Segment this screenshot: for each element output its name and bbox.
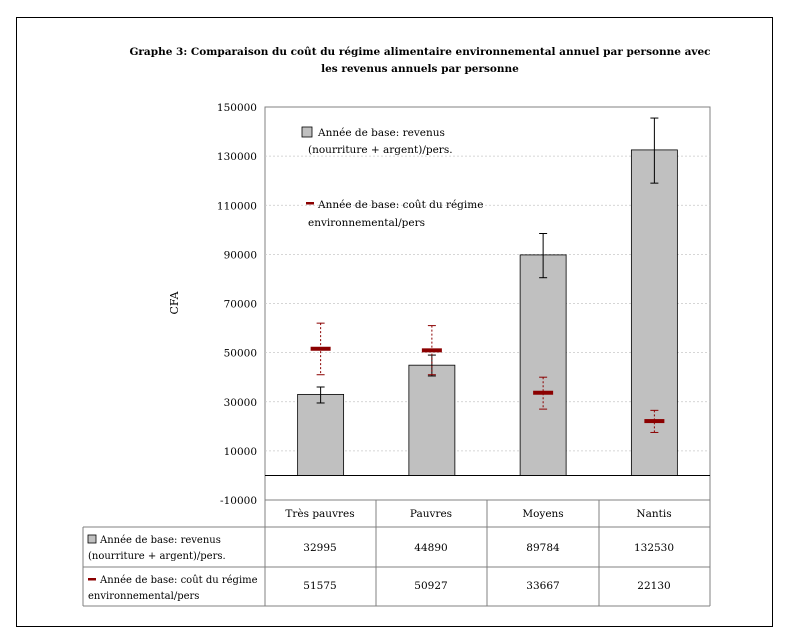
table-cell-cost: 22130 [637, 580, 670, 592]
y-tick-labels: -10000 10000 30000 50000 70000 90000 110000 130… [217, 102, 257, 507]
table-cell-income: 89784 [526, 542, 560, 554]
category-label: Pauvres [410, 508, 452, 520]
cost-marker [421, 348, 442, 353]
y-tick-label: -10000 [220, 495, 257, 507]
bar [297, 393, 345, 476]
y-tick-label: 110000 [217, 200, 257, 212]
data-table: Très pauvres Pauvres Moyens Nantis Année… [82, 500, 711, 607]
legend: Année de base: revenus (nourriture + arg… [301, 126, 483, 229]
table-cell-cost: 51575 [303, 580, 336, 592]
y-tick-label: 90000 [224, 249, 257, 261]
table-series-label-cost-line1: Année de base: coût du régime [99, 575, 258, 586]
table-cell-income: 32995 [303, 542, 336, 554]
legend-label-income-line1: Année de base: revenus [317, 127, 445, 139]
y-axis-label: CFA [168, 290, 181, 314]
legend-label-cost-line1: Année de base: coût du régime [317, 199, 483, 211]
category-label: Nantis [636, 508, 671, 520]
category-label: Très pauvres [285, 508, 354, 520]
cost-marker [310, 346, 331, 351]
table-series-label-cost-line2: environnemental/pers [88, 591, 199, 602]
legend-box-income [301, 126, 313, 138]
chart-title: Graphe 3: Comparaison du coût du régime … [100, 44, 740, 78]
table-series-label-income-line1: Année de base: revenus [99, 535, 221, 546]
y-tick-label: 50000 [224, 348, 257, 360]
cost-marker [644, 419, 665, 424]
legend-label-cost-line2: environnemental/pers [308, 217, 425, 229]
table-cell-cost: 50927 [414, 580, 447, 592]
bar [519, 254, 567, 476]
bars [297, 117, 678, 476]
y-tick-label: 70000 [224, 299, 257, 311]
chart-title-line2: les revenus annuels par personne [321, 63, 519, 75]
y-tick-label: 130000 [217, 151, 257, 163]
table-cell-income: 132530 [634, 542, 674, 554]
table-cell-cost: 33667 [526, 580, 559, 592]
markers [310, 322, 665, 433]
y-tick-label: 150000 [217, 102, 257, 114]
table-legend-box-income [87, 534, 97, 544]
category-label: Moyens [522, 508, 563, 520]
y-tick-label: 30000 [224, 397, 257, 409]
table-cell-income: 44890 [414, 542, 447, 554]
table-legend-marker-cost [88, 578, 96, 581]
y-tick-label: 10000 [224, 446, 257, 458]
cost-marker [533, 390, 554, 395]
legend-marker-cost [306, 202, 314, 205]
chart-title-line1: Graphe 3: Comparaison du coût du régime … [129, 46, 711, 58]
table-series-label-income-line2: (nourriture + argent)/pers. [88, 551, 226, 562]
bar [408, 364, 456, 476]
legend-label-income-line2: (nourriture + argent)/pers. [308, 144, 453, 156]
